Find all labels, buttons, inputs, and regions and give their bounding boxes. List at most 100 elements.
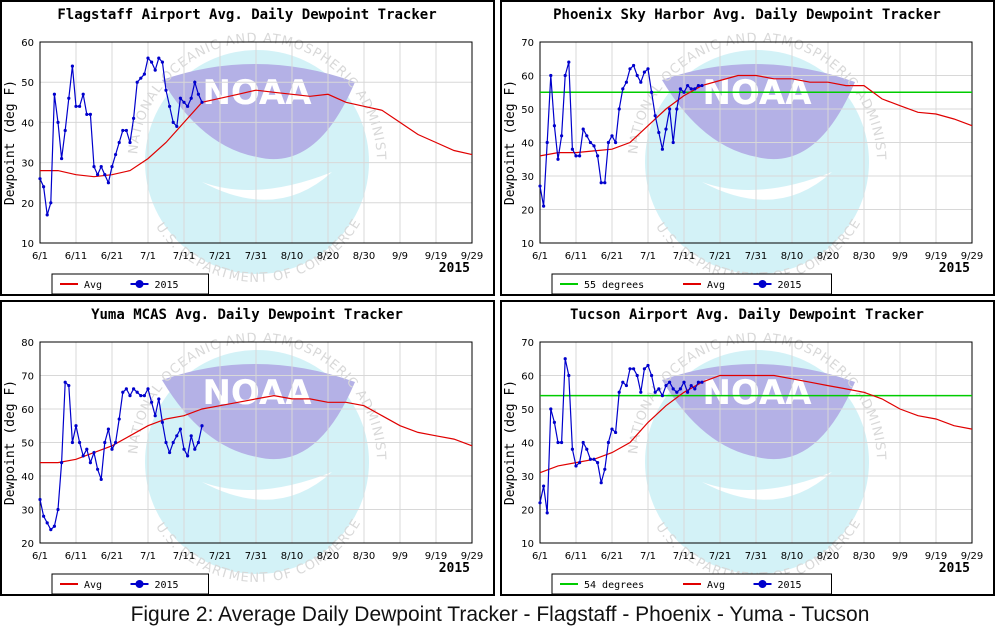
x-tick-label: 7/11	[173, 251, 195, 262]
noaa-wave	[702, 472, 832, 500]
series-2015-point	[135, 390, 139, 394]
noaa-bird-top	[162, 363, 355, 460]
series-2015-point	[146, 387, 150, 391]
x-tick-label: 9/9	[392, 551, 408, 562]
series-2015-point	[660, 394, 664, 398]
y-tick-label: 10	[521, 239, 534, 250]
plot-frame	[539, 41, 973, 244]
noaa-circle-light	[645, 350, 869, 574]
x-tick-label: 8/30	[853, 251, 875, 262]
series-2015-point	[200, 100, 204, 104]
series-2015-point	[693, 387, 697, 391]
series-2015-point	[560, 440, 564, 445]
series-2015-point	[196, 92, 200, 96]
series-2015-point	[67, 96, 71, 100]
series-2015-point	[552, 124, 556, 128]
series-2015-point	[42, 514, 46, 518]
y-tick-label: 20	[21, 539, 34, 550]
series-2015-point	[196, 440, 200, 445]
series-2015-point	[624, 383, 628, 388]
series-2015-point	[128, 140, 132, 145]
y-tick-label: 40	[521, 139, 534, 150]
series-2015-point	[675, 107, 679, 111]
x-tick-label: 8/30	[853, 551, 875, 562]
y-tick-label: 20	[521, 506, 534, 517]
series-2015-point	[588, 457, 592, 461]
legend-marker	[135, 280, 144, 288]
series-2015-point	[664, 127, 668, 131]
x-tick-label: 8/30	[353, 251, 375, 262]
series-2015-point	[42, 185, 46, 189]
figure-caption: Figure 2: Average Daily Dewpoint Tracker…	[130, 603, 870, 626]
series-2015-point	[171, 120, 175, 124]
legend-label: Avg	[84, 580, 102, 591]
chart-panel-tucson: Tucson Airport Avg. Daily Dewpoint Track…	[500, 300, 995, 596]
series-2015-point	[92, 450, 96, 455]
series-2015-point	[660, 147, 664, 151]
y-tick-label: 70	[521, 38, 534, 49]
series-2015-point	[38, 177, 42, 181]
series-2015-point	[635, 373, 639, 378]
legend-box	[51, 273, 209, 294]
series-2015-point	[88, 461, 92, 465]
plot-frame	[39, 341, 473, 544]
series-2015-point	[639, 80, 643, 84]
series-2015-point	[650, 90, 654, 94]
x-tick-label: 7/21	[209, 251, 231, 262]
y-axis-label: Dewpoint (deg F)	[3, 380, 18, 505]
series-2015-point	[175, 434, 179, 438]
chart-panel-yuma: Yuma MCAS Avg. Daily Dewpoint Tracker NOA…	[0, 300, 495, 596]
series-2015-point	[160, 420, 164, 424]
series-2015-point	[657, 130, 661, 135]
y-tick-label: 10	[521, 539, 534, 550]
y-tick-label: 30	[521, 472, 534, 483]
series-2015-point	[585, 447, 589, 451]
series-2015-point	[606, 440, 610, 445]
series-2015-point	[99, 165, 103, 169]
series-2015-point	[189, 434, 193, 438]
series-2015-line	[39, 380, 203, 531]
x-tick-label: 9/19	[425, 551, 447, 562]
series-2015-point	[610, 134, 614, 138]
series-2015-point	[628, 367, 632, 371]
series-2015-point	[578, 154, 582, 158]
plot-frame	[39, 41, 473, 244]
series-2015-point	[563, 73, 567, 78]
series-2015-point	[114, 152, 118, 157]
y-tick-label: 60	[521, 72, 534, 83]
series-2015-point	[545, 511, 549, 515]
y-tick-label: 50	[521, 405, 534, 416]
series-2015-point	[678, 387, 682, 391]
noaa-logo-text: NOAA	[202, 73, 312, 113]
y-tick-label: 30	[521, 172, 534, 183]
series-2015-point	[653, 114, 657, 118]
series-2015-point	[693, 87, 697, 91]
series-2015-point	[153, 414, 157, 418]
series-2015-point	[128, 394, 132, 398]
series-2015-point	[56, 507, 60, 512]
y-tick-label: 10	[21, 239, 34, 250]
noaa-wave	[702, 172, 832, 200]
x-tick-label: 9/29	[461, 251, 483, 262]
series-2015-point	[88, 112, 92, 116]
y-tick-label: 30	[21, 159, 34, 170]
series-2015-point	[599, 481, 603, 485]
series-2015-point	[538, 184, 542, 188]
x-tick-label: 6/11	[65, 551, 87, 562]
series-2015-point	[542, 204, 546, 208]
y-tick-label: 60	[21, 405, 34, 416]
series-2015-point	[621, 380, 625, 384]
series-2015-point	[150, 60, 154, 64]
x-tick-label: 7/21	[709, 551, 731, 562]
series-2015-point	[610, 427, 614, 431]
x-tick-label: 7/1	[640, 551, 656, 562]
series-2015-point	[606, 140, 610, 145]
series-2015-point	[646, 363, 650, 368]
legend-label: 2015	[778, 280, 802, 291]
series-2015-point	[617, 390, 621, 394]
series-2015-point	[570, 447, 574, 451]
x-tick-label: 7/11	[673, 251, 695, 262]
series-2015-point	[132, 387, 136, 391]
x-tick-label: 7/1	[140, 551, 156, 562]
y-axis-label: Dewpoint (deg F)	[3, 80, 18, 205]
